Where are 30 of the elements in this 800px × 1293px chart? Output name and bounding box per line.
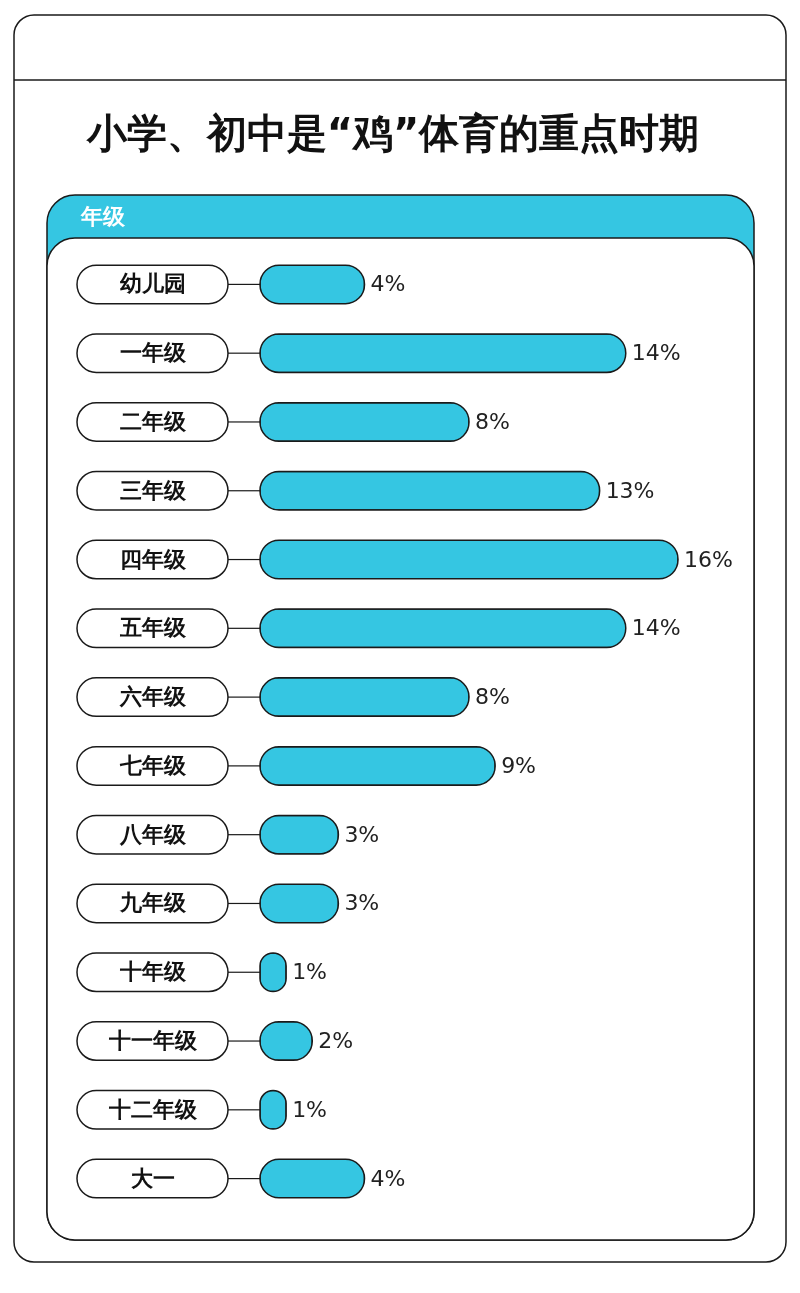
y-axis-title: 年级 bbox=[79, 203, 126, 229]
data-label: 16% bbox=[684, 546, 733, 572]
data-label: 3% bbox=[344, 821, 380, 847]
data-label: 1% bbox=[292, 959, 328, 985]
data-label: 14% bbox=[631, 340, 681, 366]
y-tick-label: 七年级 bbox=[118, 752, 187, 778]
data-label: 4% bbox=[370, 271, 406, 297]
data-label: 2% bbox=[318, 1028, 354, 1054]
y-tick-label: 九年级 bbox=[118, 890, 187, 916]
data-label: 13% bbox=[605, 477, 655, 503]
y-tick-label: 十一年级 bbox=[107, 1028, 198, 1054]
y-tick-label: 四年级 bbox=[119, 546, 187, 572]
y-tick-label: 八年级 bbox=[118, 821, 187, 847]
data-label: 9% bbox=[501, 752, 537, 778]
y-tick-label: 幼儿园 bbox=[119, 271, 186, 297]
data-label: 1% bbox=[292, 1096, 328, 1122]
y-tick-label: 五年级 bbox=[118, 615, 187, 641]
data-label: 3% bbox=[344, 890, 380, 916]
y-tick-label: 六年级 bbox=[118, 684, 187, 710]
y-tick-label: 一年级 bbox=[119, 340, 187, 366]
y-tick-label: 三年级 bbox=[119, 477, 187, 503]
chart-title: 小学、初中是“鸡”体育的重点时期 bbox=[85, 110, 700, 157]
y-tick-label: 大一 bbox=[130, 1165, 175, 1191]
y-tick-label: 十二年级 bbox=[107, 1096, 198, 1122]
y-tick-label: 二年级 bbox=[119, 408, 187, 434]
data-label: 4% bbox=[370, 1165, 406, 1191]
data-label: 14% bbox=[631, 615, 681, 641]
y-tick-label: 十年级 bbox=[118, 959, 187, 985]
data-label: 8% bbox=[475, 408, 510, 434]
data-label: 8% bbox=[475, 684, 510, 710]
